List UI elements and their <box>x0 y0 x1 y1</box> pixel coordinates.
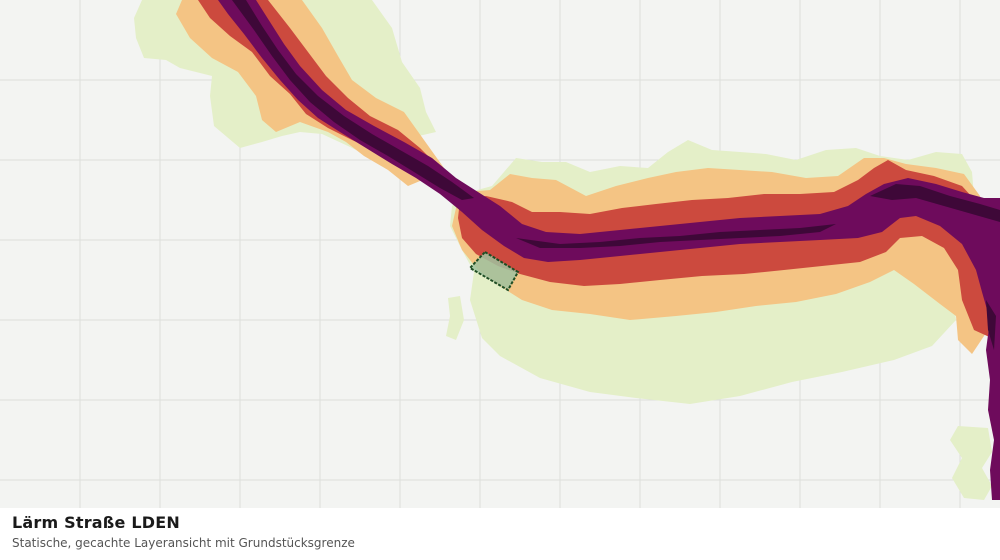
property-boundary[interactable] <box>468 250 520 292</box>
layer-subtitle: Statische, gecachte Layeransicht mit Gru… <box>12 536 355 550</box>
noise-band-extreme <box>232 0 1000 350</box>
layer-title: Lärm Straße LDEN <box>12 513 180 532</box>
layer-caption-panel: Lärm Straße LDEN Statische, gecachte Lay… <box>0 508 1000 560</box>
noise-band-very-high <box>218 0 1000 500</box>
